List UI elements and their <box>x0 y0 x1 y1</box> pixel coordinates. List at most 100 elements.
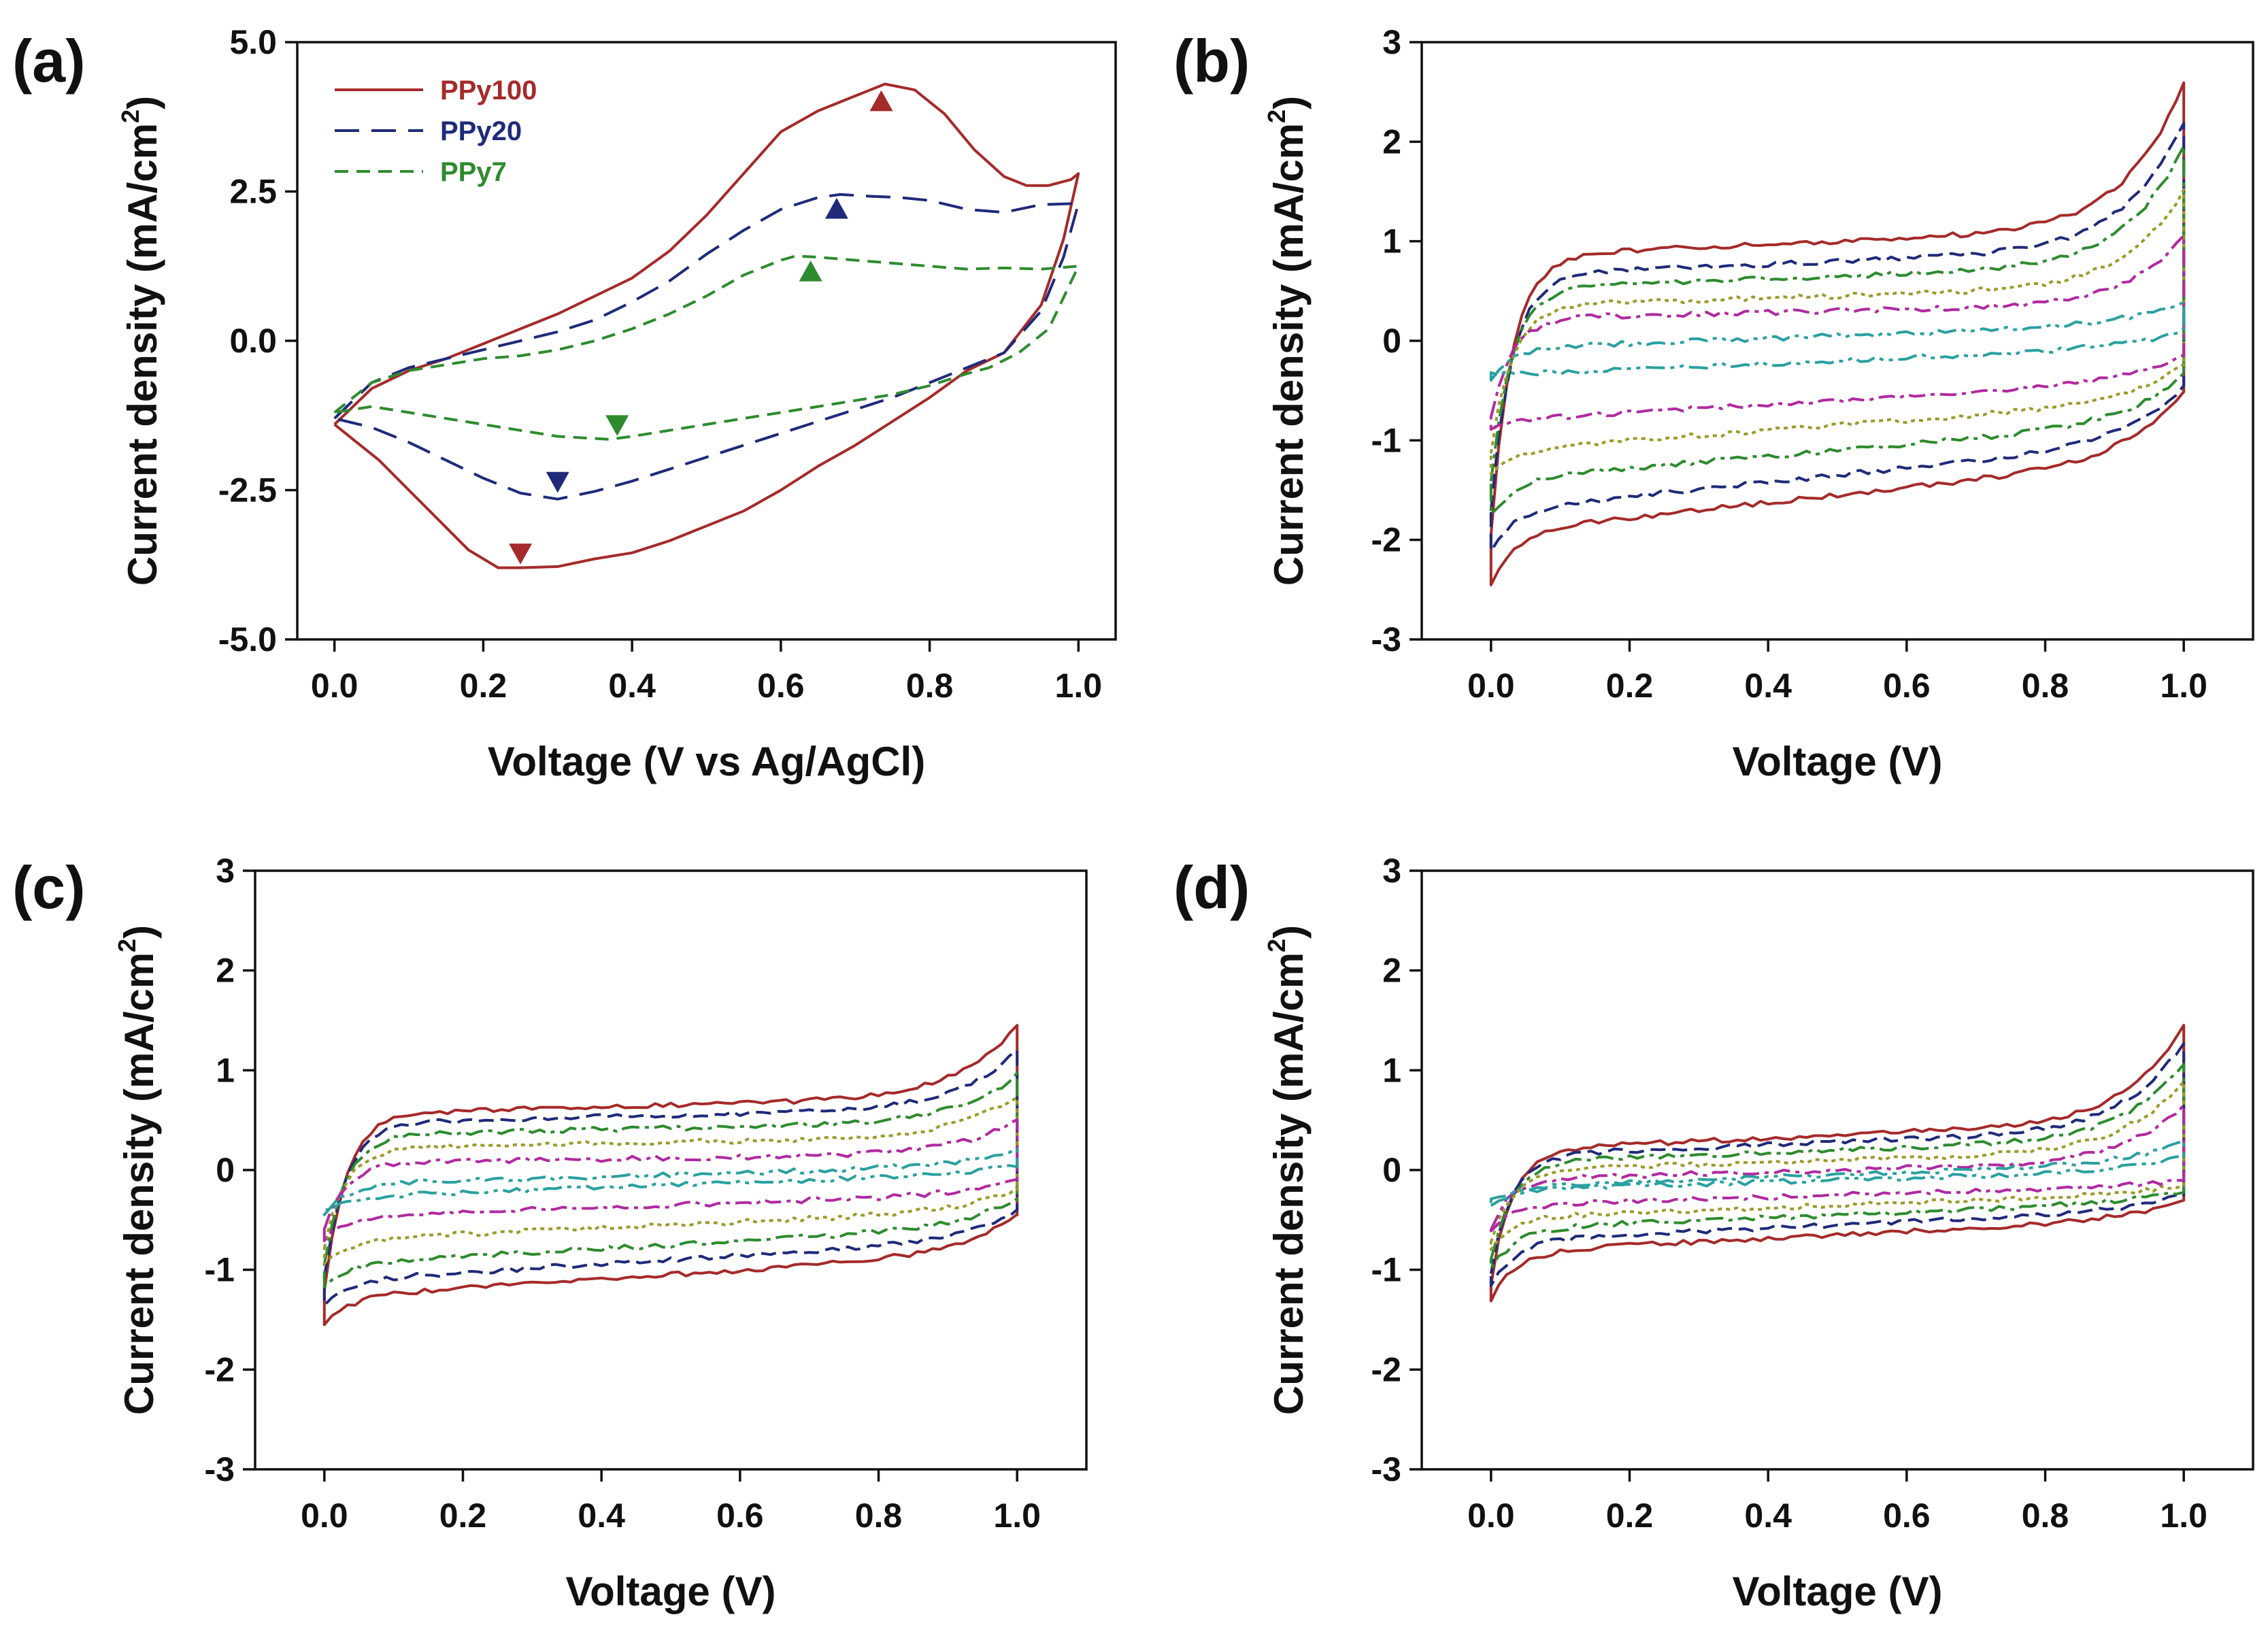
cv-loop-c-1 <box>322 1024 1019 1326</box>
x-tick-label-a: 0.4 <box>608 667 656 705</box>
x-tick-label-d: 1.0 <box>2160 1497 2207 1535</box>
y-tick-label-c: 2 <box>216 952 235 990</box>
triangle-up-marker <box>824 197 848 219</box>
x-axis-label-d: Voltage (V) <box>1733 1569 1943 1614</box>
cv-loop-b-5 <box>1489 234 2186 431</box>
x-tick-label-b: 1.0 <box>2160 667 2207 705</box>
x-tick-label-b: 0.6 <box>1883 667 1931 705</box>
y-tick-label-a: 2.5 <box>229 173 277 211</box>
curves-b <box>1489 81 2186 586</box>
chart-panel-d: (d) 0.0 0.2 0.4 0.6 0.8 1.0 -3 -2 -1 0 1 2 3 Voltage (… <box>1173 852 2254 1614</box>
x-tick-label-d: 0.0 <box>1467 1497 1515 1535</box>
y-tick-label-a: -5.0 <box>218 620 277 658</box>
y-axis-label-sup: 2 <box>113 939 141 952</box>
y-tick-label-d: -1 <box>1371 1251 1401 1289</box>
series-line-ppy100 <box>333 82 1080 569</box>
y-tick-label-b: -3 <box>1371 620 1401 658</box>
curves-d <box>1489 1024 2186 1303</box>
triangle-down-marker <box>605 415 629 436</box>
y-tick-label-c: 3 <box>216 852 235 890</box>
y-axis-label-main: Current density (mA/cm <box>120 123 165 586</box>
cv-loop-b-1 <box>1489 81 2186 586</box>
triangle-up-marker <box>799 261 822 282</box>
cv-loop-d-5 <box>1489 1103 2186 1233</box>
y-axis-label-main: Current density (mA/cm <box>1266 952 1312 1415</box>
y-tick-label-c: -2 <box>205 1350 235 1388</box>
panel-label-d: (d) <box>1173 854 1250 921</box>
x-tick-label-d: 0.8 <box>2022 1497 2069 1535</box>
x-tick-label-c: 0.0 <box>301 1497 348 1535</box>
y-tick-label-d: 0 <box>1382 1151 1401 1189</box>
cv-loop-d-3 <box>1489 1063 2186 1270</box>
y-axis-label-sup: 2 <box>1263 939 1290 952</box>
y-axis-label-b: Current density (mA/cm2) <box>1263 96 1312 586</box>
x-tick-label-a: 0.0 <box>311 667 358 705</box>
x-tick-label-a: 0.6 <box>757 667 805 705</box>
y-axis-label-close: ) <box>1266 96 1312 110</box>
y-axis-label-main: Current density (mA/cm <box>116 952 162 1415</box>
chart-panel-c: (c) 0.0 0.2 0.4 0.6 0.8 1.0 -3 -2 -1 0 1 2 3 Voltage (… <box>12 852 1088 1614</box>
cv-loop-c-5 <box>322 1118 1019 1242</box>
x-axis-label-b: Voltage (V) <box>1733 739 1943 784</box>
cv-loop-c-6 <box>322 1147 1019 1216</box>
y-axis-label-d: Current density (mA/cm2) <box>1263 925 1312 1415</box>
legend-label-ppy100: PPy100 <box>440 76 537 105</box>
cv-loop-c-2 <box>322 1049 1019 1307</box>
panel-label-c: (c) <box>12 854 86 921</box>
cv-loop-b-3 <box>1489 144 2186 516</box>
x-axis-label-a: Voltage (V vs Ag/AgCl) <box>488 739 925 784</box>
chart-panel-b: (b) 0.0 0.2 0.4 0.6 0.8 1.0 -3 -2 -1 0 1 2 3 Voltage (… <box>1173 23 2254 784</box>
y-axis-label-c: Current density (mA/cm2) <box>113 925 162 1415</box>
legend-label-ppy20: PPy20 <box>440 116 522 146</box>
triangle-up-marker <box>869 90 893 112</box>
series-line-ppy7 <box>333 254 1080 441</box>
x-tick-label-d: 0.4 <box>1744 1497 1792 1535</box>
y-tick-label-c: -3 <box>205 1450 235 1488</box>
series-line-ppy20 <box>333 193 1080 501</box>
curves-c <box>322 1024 1019 1326</box>
x-tick-label-a: 1.0 <box>1055 667 1103 705</box>
y-axis-label-sup: 2 <box>116 110 144 123</box>
triangle-down-marker <box>509 544 533 565</box>
x-tick-label-b: 0.8 <box>2022 667 2069 705</box>
x-tick-label-c: 0.6 <box>716 1497 764 1535</box>
cv-loop-d-2 <box>1489 1042 2186 1288</box>
y-axis-label-main: Current density (mA/cm <box>1266 123 1312 586</box>
y-tick-label-d: 3 <box>1382 852 1401 890</box>
panel-label-a: (a) <box>12 27 86 95</box>
y-axis-label-sup: 2 <box>1263 110 1290 123</box>
y-tick-label-b: 2 <box>1382 122 1401 161</box>
y-tick-label-a: -2.5 <box>218 471 277 510</box>
y-tick-label-d: 1 <box>1382 1051 1401 1089</box>
y-tick-label-b: 3 <box>1382 23 1401 61</box>
y-axis-label-close: ) <box>120 96 165 110</box>
y-tick-label-b: 0 <box>1382 322 1401 360</box>
x-tick-label-b: 0.2 <box>1606 667 1654 705</box>
cv-loop-c-4 <box>322 1096 1019 1265</box>
cv-loop-b-4 <box>1489 188 2186 475</box>
cv-loop-b-6 <box>1489 301 2186 382</box>
y-tick-label-c: -1 <box>205 1251 235 1289</box>
legend-label-ppy7: PPy7 <box>440 157 507 187</box>
y-tick-label-d: -3 <box>1371 1450 1401 1488</box>
x-tick-label-a: 0.8 <box>906 667 954 705</box>
y-tick-label-d: -2 <box>1371 1350 1401 1388</box>
y-tick-label-a: 5.0 <box>229 23 277 61</box>
x-tick-label-d: 0.2 <box>1606 1497 1654 1535</box>
x-tick-label-b: 0.0 <box>1467 667 1515 705</box>
y-tick-label-c: 1 <box>216 1051 235 1089</box>
x-tick-label-c: 0.8 <box>855 1497 903 1535</box>
y-tick-label-b: -2 <box>1371 521 1401 559</box>
x-tick-label-b: 0.4 <box>1744 667 1792 705</box>
cv-loop-d-1 <box>1489 1024 2186 1303</box>
y-tick-label-b: -1 <box>1371 421 1401 459</box>
plot-frame-b <box>1420 41 2254 641</box>
x-tick-label-c: 0.2 <box>439 1497 487 1535</box>
y-axis-label-a: Current density (mA/cm2) <box>116 96 165 586</box>
x-axis-label-c: Voltage (V) <box>566 1569 776 1614</box>
x-tick-label-d: 0.6 <box>1883 1497 1931 1535</box>
x-tick-label-c: 0.4 <box>578 1497 625 1535</box>
x-tick-label-c: 1.0 <box>993 1497 1041 1535</box>
cv-loop-c-3 <box>322 1071 1019 1288</box>
